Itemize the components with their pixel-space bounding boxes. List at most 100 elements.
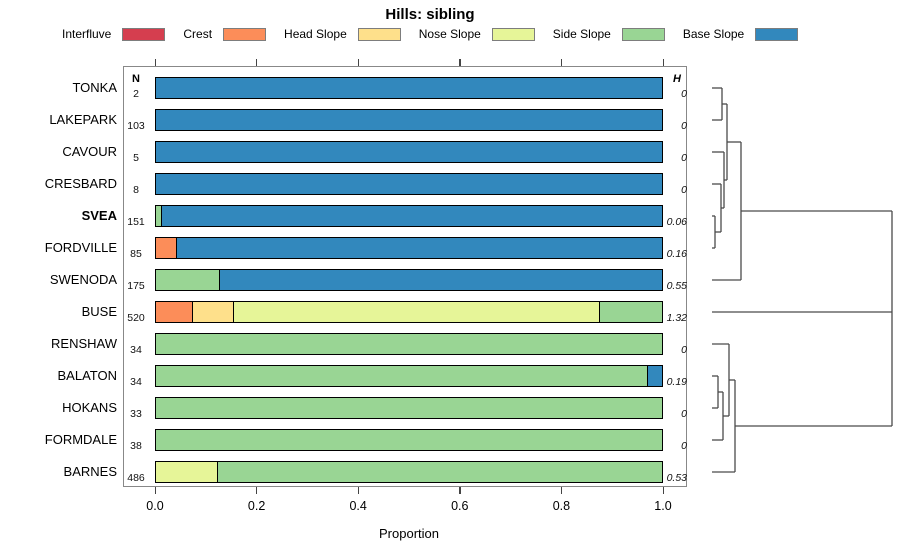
n-value-cresbard: 8 xyxy=(133,184,139,196)
bar-segment-buse-side-slope xyxy=(598,302,662,322)
legend-item-base-slope: Base Slope xyxy=(682,27,799,41)
legend-label-side-slope: Side Slope xyxy=(552,27,611,41)
h-value-svea: 0.06 xyxy=(666,216,687,228)
legend-item-interfluve: Interfluve xyxy=(62,27,166,41)
legend: Interfluve Crest Head Slope Nose Slope Side … xyxy=(62,27,799,41)
chart-title: Hills: sibling xyxy=(385,6,475,23)
bar-segment-buse-crest xyxy=(156,302,192,322)
row-label-lakepark: LAKEPARK xyxy=(49,112,117,127)
bar-segment-barnes-side-slope xyxy=(217,462,662,482)
legend-label-base-slope: Base Slope xyxy=(682,27,745,41)
h-value-swenoda: 0.55 xyxy=(666,280,687,292)
row-label-renshaw: RENSHAW xyxy=(51,336,117,351)
top-axis-tick xyxy=(256,59,258,66)
bar-cresbard xyxy=(155,173,663,195)
h-value-cavour: 0 xyxy=(681,152,687,164)
legend-label-head-slope: Head Slope xyxy=(284,27,347,41)
bar-hokans xyxy=(155,397,663,419)
h-value-hokans: 0 xyxy=(681,408,687,420)
n-value-svea: 151 xyxy=(127,216,145,228)
n-value-barnes: 486 xyxy=(127,472,145,484)
h-value-formdale: 0 xyxy=(681,440,687,452)
bar-segment-formdale-side-slope xyxy=(156,430,662,450)
row-label-formdale: FORMDALE xyxy=(44,432,117,447)
bar-segment-swenoda-side-slope xyxy=(156,270,220,290)
bar-buse xyxy=(155,301,663,323)
bar-segment-svea-base-slope xyxy=(161,206,662,226)
n-value-swenoda: 175 xyxy=(127,280,145,292)
row-label-cavour: CAVOUR xyxy=(62,144,117,159)
h-value-fordville: 0.16 xyxy=(666,248,687,260)
legend-swatch-side-slope xyxy=(621,27,665,41)
bar-barnes xyxy=(155,461,663,483)
n-value-formdale: 38 xyxy=(130,440,142,452)
h-value-balaton: 0.19 xyxy=(666,376,687,388)
bar-segment-buse-head-slope xyxy=(191,302,233,322)
top-axis-tick xyxy=(560,59,563,66)
bar-segment-cavour-base-slope xyxy=(156,142,662,162)
n-value-tonka: 2 xyxy=(133,88,139,100)
bottom-axis-tick xyxy=(357,487,359,494)
bar-segment-barnes-nose-slope xyxy=(156,462,218,482)
bar-segment-renshaw-side-slope xyxy=(156,334,662,354)
legend-label-nose-slope: Nose Slope xyxy=(418,27,481,41)
h-value-tonka: 0 xyxy=(681,88,687,100)
n-value-lakepark: 103 xyxy=(127,120,145,132)
legend-item-head-slope: Head Slope xyxy=(284,27,401,41)
legend-label-interfluve: Interfluve xyxy=(62,27,112,41)
bar-balaton xyxy=(155,365,663,387)
bar-formdale xyxy=(155,429,663,451)
bar-segment-hokans-side-slope xyxy=(156,398,662,418)
bar-segment-fordville-crest xyxy=(156,238,177,258)
bar-fordville xyxy=(155,237,663,259)
n-value-balaton: 34 xyxy=(130,376,142,388)
row-label-balaton: BALATON xyxy=(57,368,117,383)
bar-segment-svea-side-slope xyxy=(156,206,162,226)
x-tick-label: 0.0 xyxy=(146,499,164,513)
h-value-renshaw: 0 xyxy=(681,344,687,356)
bar-segment-balaton-base-slope xyxy=(647,366,662,386)
top-axis-tick xyxy=(459,59,461,66)
legend-swatch-crest xyxy=(223,27,267,41)
row-label-svea: SVEA xyxy=(81,208,117,223)
n-value-hokans: 33 xyxy=(130,408,142,420)
h-column-header: H xyxy=(673,73,681,85)
row-label-tonka: TONKA xyxy=(72,80,117,95)
top-axis-tick xyxy=(357,59,359,66)
row-label-barnes: BARNES xyxy=(63,464,117,479)
n-value-buse: 520 xyxy=(127,312,145,324)
bar-swenoda xyxy=(155,269,663,291)
legend-item-crest: Crest xyxy=(183,27,267,41)
bottom-axis-tick xyxy=(560,487,563,494)
n-value-renshaw: 34 xyxy=(130,344,142,356)
bar-segment-tonka-base-slope xyxy=(156,78,662,98)
n-value-fordville: 85 xyxy=(130,248,142,260)
x-tick-label: 0.6 xyxy=(451,499,469,513)
legend-item-side-slope: Side Slope xyxy=(553,27,665,41)
legend-swatch-nose-slope xyxy=(491,27,535,41)
bar-segment-lakepark-base-slope xyxy=(156,110,662,130)
legend-swatch-interfluve xyxy=(122,27,166,41)
legend-label-crest: Crest xyxy=(183,27,213,41)
bar-segment-swenoda-base-slope xyxy=(219,270,662,290)
plot-area-border xyxy=(123,66,687,487)
h-value-cresbard: 0 xyxy=(681,184,687,196)
bar-segment-cresbard-base-slope xyxy=(156,174,662,194)
h-value-buse: 1.32 xyxy=(666,312,687,324)
top-axis-tick xyxy=(662,59,664,66)
x-tick-label: 0.8 xyxy=(552,499,571,513)
h-value-barnes: 0.53 xyxy=(666,472,687,484)
n-value-cavour: 5 xyxy=(133,152,139,164)
bar-segment-fordville-base-slope xyxy=(176,238,662,258)
bar-svea xyxy=(155,205,663,227)
bar-lakepark xyxy=(155,109,663,131)
x-tick-label: 1.0 xyxy=(654,499,672,513)
bottom-axis-tick xyxy=(459,487,461,494)
top-axis-tick xyxy=(154,59,156,66)
bar-segment-buse-nose-slope xyxy=(232,302,599,322)
legend-swatch-base-slope xyxy=(755,27,799,41)
bar-tonka xyxy=(155,77,663,99)
bottom-axis-tick xyxy=(256,487,258,494)
row-label-buse: BUSE xyxy=(81,304,117,319)
